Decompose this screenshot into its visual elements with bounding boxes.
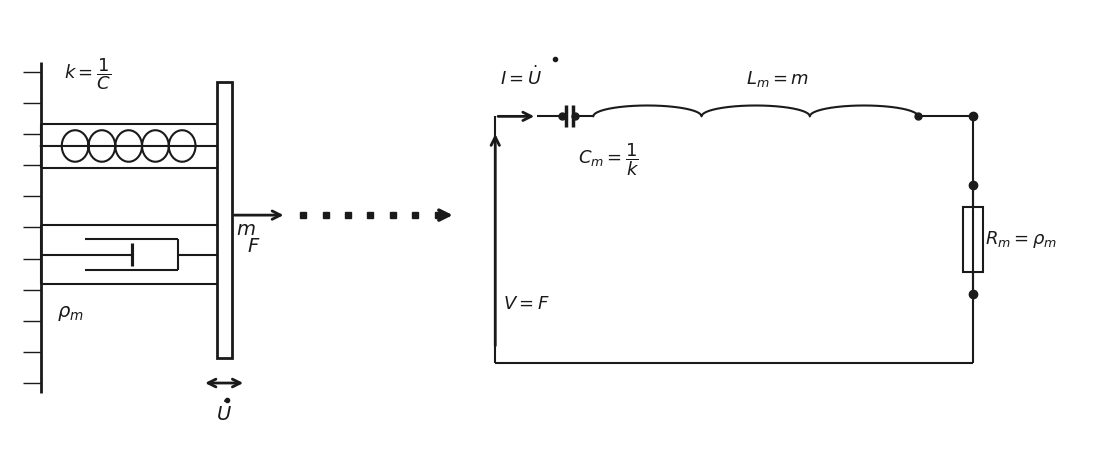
Text: $F$: $F$ — [246, 237, 261, 256]
Text: $k = \dfrac{1}{C}$: $k = \dfrac{1}{C}$ — [65, 56, 112, 92]
Text: $L_m = m$: $L_m = m$ — [746, 69, 809, 89]
Text: $R_m = \rho_m$: $R_m = \rho_m$ — [984, 230, 1057, 250]
Text: $\rho_m$: $\rho_m$ — [58, 304, 84, 324]
Text: $C_m = \dfrac{1}{k}$: $C_m = \dfrac{1}{k}$ — [578, 141, 639, 178]
Text: $I = \dot{U}$: $I = \dot{U}$ — [500, 65, 542, 89]
Text: $V = F$: $V = F$ — [504, 295, 550, 313]
Text: $\dot{U}$: $\dot{U}$ — [216, 400, 232, 425]
Text: $m$: $m$ — [235, 220, 255, 239]
Bar — [963, 207, 983, 272]
Bar — [217, 82, 232, 358]
